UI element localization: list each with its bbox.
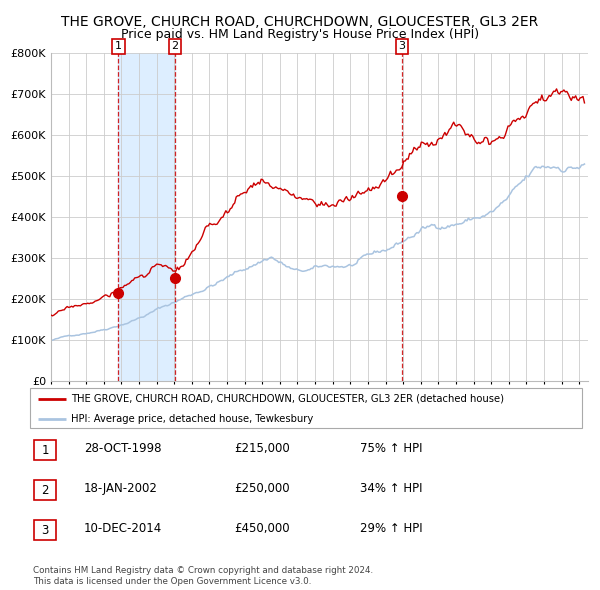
Text: 34% ↑ HPI: 34% ↑ HPI (360, 482, 422, 495)
Text: 2: 2 (172, 41, 179, 51)
Text: 75% ↑ HPI: 75% ↑ HPI (360, 442, 422, 455)
Text: Price paid vs. HM Land Registry's House Price Index (HPI): Price paid vs. HM Land Registry's House … (121, 28, 479, 41)
Text: 29% ↑ HPI: 29% ↑ HPI (360, 522, 422, 535)
Text: £450,000: £450,000 (234, 522, 290, 535)
FancyBboxPatch shape (30, 388, 582, 428)
Text: 3: 3 (398, 41, 406, 51)
Text: 2: 2 (41, 484, 49, 497)
FancyBboxPatch shape (34, 440, 56, 460)
Text: This data is licensed under the Open Government Licence v3.0.: This data is licensed under the Open Gov… (33, 577, 311, 586)
Text: 1: 1 (115, 41, 122, 51)
Text: HPI: Average price, detached house, Tewkesbury: HPI: Average price, detached house, Tewk… (71, 414, 314, 424)
Text: £250,000: £250,000 (234, 482, 290, 495)
Text: 10-DEC-2014: 10-DEC-2014 (84, 522, 162, 535)
Text: Contains HM Land Registry data © Crown copyright and database right 2024.: Contains HM Land Registry data © Crown c… (33, 566, 373, 575)
Text: 1: 1 (41, 444, 49, 457)
Text: THE GROVE, CHURCH ROAD, CHURCHDOWN, GLOUCESTER, GL3 2ER (detached house): THE GROVE, CHURCH ROAD, CHURCHDOWN, GLOU… (71, 394, 505, 404)
Text: 18-JAN-2002: 18-JAN-2002 (84, 482, 158, 495)
FancyBboxPatch shape (34, 520, 56, 540)
Text: 3: 3 (41, 524, 49, 537)
Text: £215,000: £215,000 (234, 442, 290, 455)
Bar (118, 53, 175, 381)
FancyBboxPatch shape (34, 480, 56, 500)
Text: THE GROVE, CHURCH ROAD, CHURCHDOWN, GLOUCESTER, GL3 2ER: THE GROVE, CHURCH ROAD, CHURCHDOWN, GLOU… (61, 15, 539, 29)
Text: 28-OCT-1998: 28-OCT-1998 (84, 442, 161, 455)
